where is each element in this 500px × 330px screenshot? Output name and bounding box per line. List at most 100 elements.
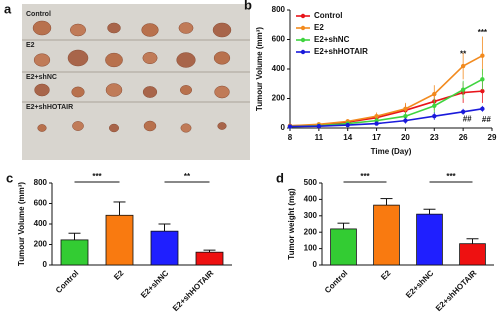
point [432, 91, 437, 97]
annotation: ## [482, 115, 491, 124]
series-line [289, 78, 483, 128]
y-axis-label: Tumour Volume (mm³) [255, 27, 264, 111]
y-tick-label: 400 [304, 195, 318, 204]
legend-marker [300, 25, 306, 31]
point [403, 118, 408, 123]
y-tick-label: 500 [304, 178, 318, 187]
tumor [212, 22, 232, 38]
panel-label: b [244, 0, 252, 12]
bar [60, 239, 89, 266]
point [374, 121, 379, 126]
bar [416, 213, 443, 266]
tumor [176, 52, 196, 68]
y-tick-label: 400 [34, 219, 48, 228]
x-tick-label: 29 [488, 133, 497, 142]
tumor [217, 122, 227, 130]
point [480, 106, 485, 112]
legend-label: Control [314, 11, 342, 20]
tumor [105, 52, 123, 68]
y-tick-label: 0 [313, 260, 318, 269]
tumor [105, 83, 123, 97]
point [460, 109, 466, 114]
photo-background [22, 4, 250, 160]
point [460, 87, 466, 92]
point [345, 122, 350, 128]
tumor [143, 120, 157, 132]
x-tick-label: 26 [459, 133, 468, 142]
tumor [180, 123, 192, 133]
x-tick-label: E2+shHOTAIR [171, 268, 216, 313]
series-line [289, 108, 483, 128]
x-axis-label: Time (Day) [371, 147, 412, 156]
tumor [142, 86, 158, 98]
row-label: Control [26, 11, 51, 18]
legend-marker [300, 37, 306, 43]
tumor [34, 83, 50, 97]
tumor [71, 86, 85, 98]
x-tick-label: E2+shNC [404, 268, 436, 300]
tumor [142, 51, 158, 65]
y-tick-label: 0 [43, 260, 48, 269]
y-axis-label: Tumor weight (mg) [287, 188, 296, 260]
tumor [107, 22, 121, 34]
tumor [213, 51, 231, 65]
y-tick-label: 200 [34, 240, 48, 249]
point [480, 88, 485, 94]
point [316, 124, 322, 129]
tumor [33, 53, 51, 67]
y-tick-label: 600 [272, 35, 286, 44]
x-tick-label: 20 [401, 133, 410, 142]
tumor [214, 85, 230, 99]
annotation: *** [478, 28, 488, 37]
point [403, 114, 408, 119]
x-tick-label: E2+shNC [139, 268, 171, 300]
panel-label: c [6, 170, 13, 185]
y-tick-label: 0 [281, 123, 286, 132]
tumor [70, 23, 86, 37]
y-tick-label: 800 [272, 5, 286, 14]
panel-label: a [4, 1, 12, 16]
tumor [72, 121, 84, 131]
panel-label: d [276, 170, 284, 185]
significance: *** [360, 172, 370, 181]
y-tick-label: 200 [304, 227, 318, 236]
tumor [37, 124, 47, 132]
x-tick-label: E2 [112, 268, 126, 282]
series-line [289, 55, 483, 127]
significance: ** [184, 172, 191, 181]
tumor [67, 49, 89, 67]
annotation: ** [460, 49, 467, 58]
row-label: E2+shNC [26, 74, 57, 81]
significance: *** [446, 172, 456, 181]
y-tick-label: 800 [34, 178, 48, 187]
point [432, 114, 437, 119]
legend-label: E2+shNC [314, 35, 350, 44]
bar [195, 251, 224, 266]
point [480, 77, 485, 82]
y-tick-label: 300 [304, 211, 318, 220]
tumor [179, 85, 193, 95]
bar [150, 230, 179, 266]
y-axis-label: Tumour Volume (mm³) [17, 182, 26, 266]
significance: *** [92, 172, 102, 181]
x-tick-label: 23 [430, 133, 439, 142]
y-tick-label: 200 [272, 94, 286, 103]
point [432, 103, 437, 109]
bar [373, 204, 400, 266]
y-tick-label: 100 [304, 244, 318, 253]
x-tick-label: E2+shHOTAIR [434, 268, 479, 313]
row-label: E2 [26, 42, 35, 49]
legend-label: E2+shHOTAIR [314, 47, 368, 56]
bar [330, 228, 357, 266]
tumor [178, 22, 194, 34]
annotation: ## [463, 114, 472, 123]
tumors [32, 20, 232, 133]
point [374, 114, 379, 119]
legend-marker [300, 49, 306, 55]
x-tick-label: 8 [288, 133, 293, 142]
tumor [109, 123, 119, 133]
x-tick-label: 14 [343, 133, 352, 142]
tumor [141, 23, 159, 37]
row-label: E2+shHOTAIR [26, 104, 73, 111]
x-tick-label: 11 [315, 133, 324, 142]
